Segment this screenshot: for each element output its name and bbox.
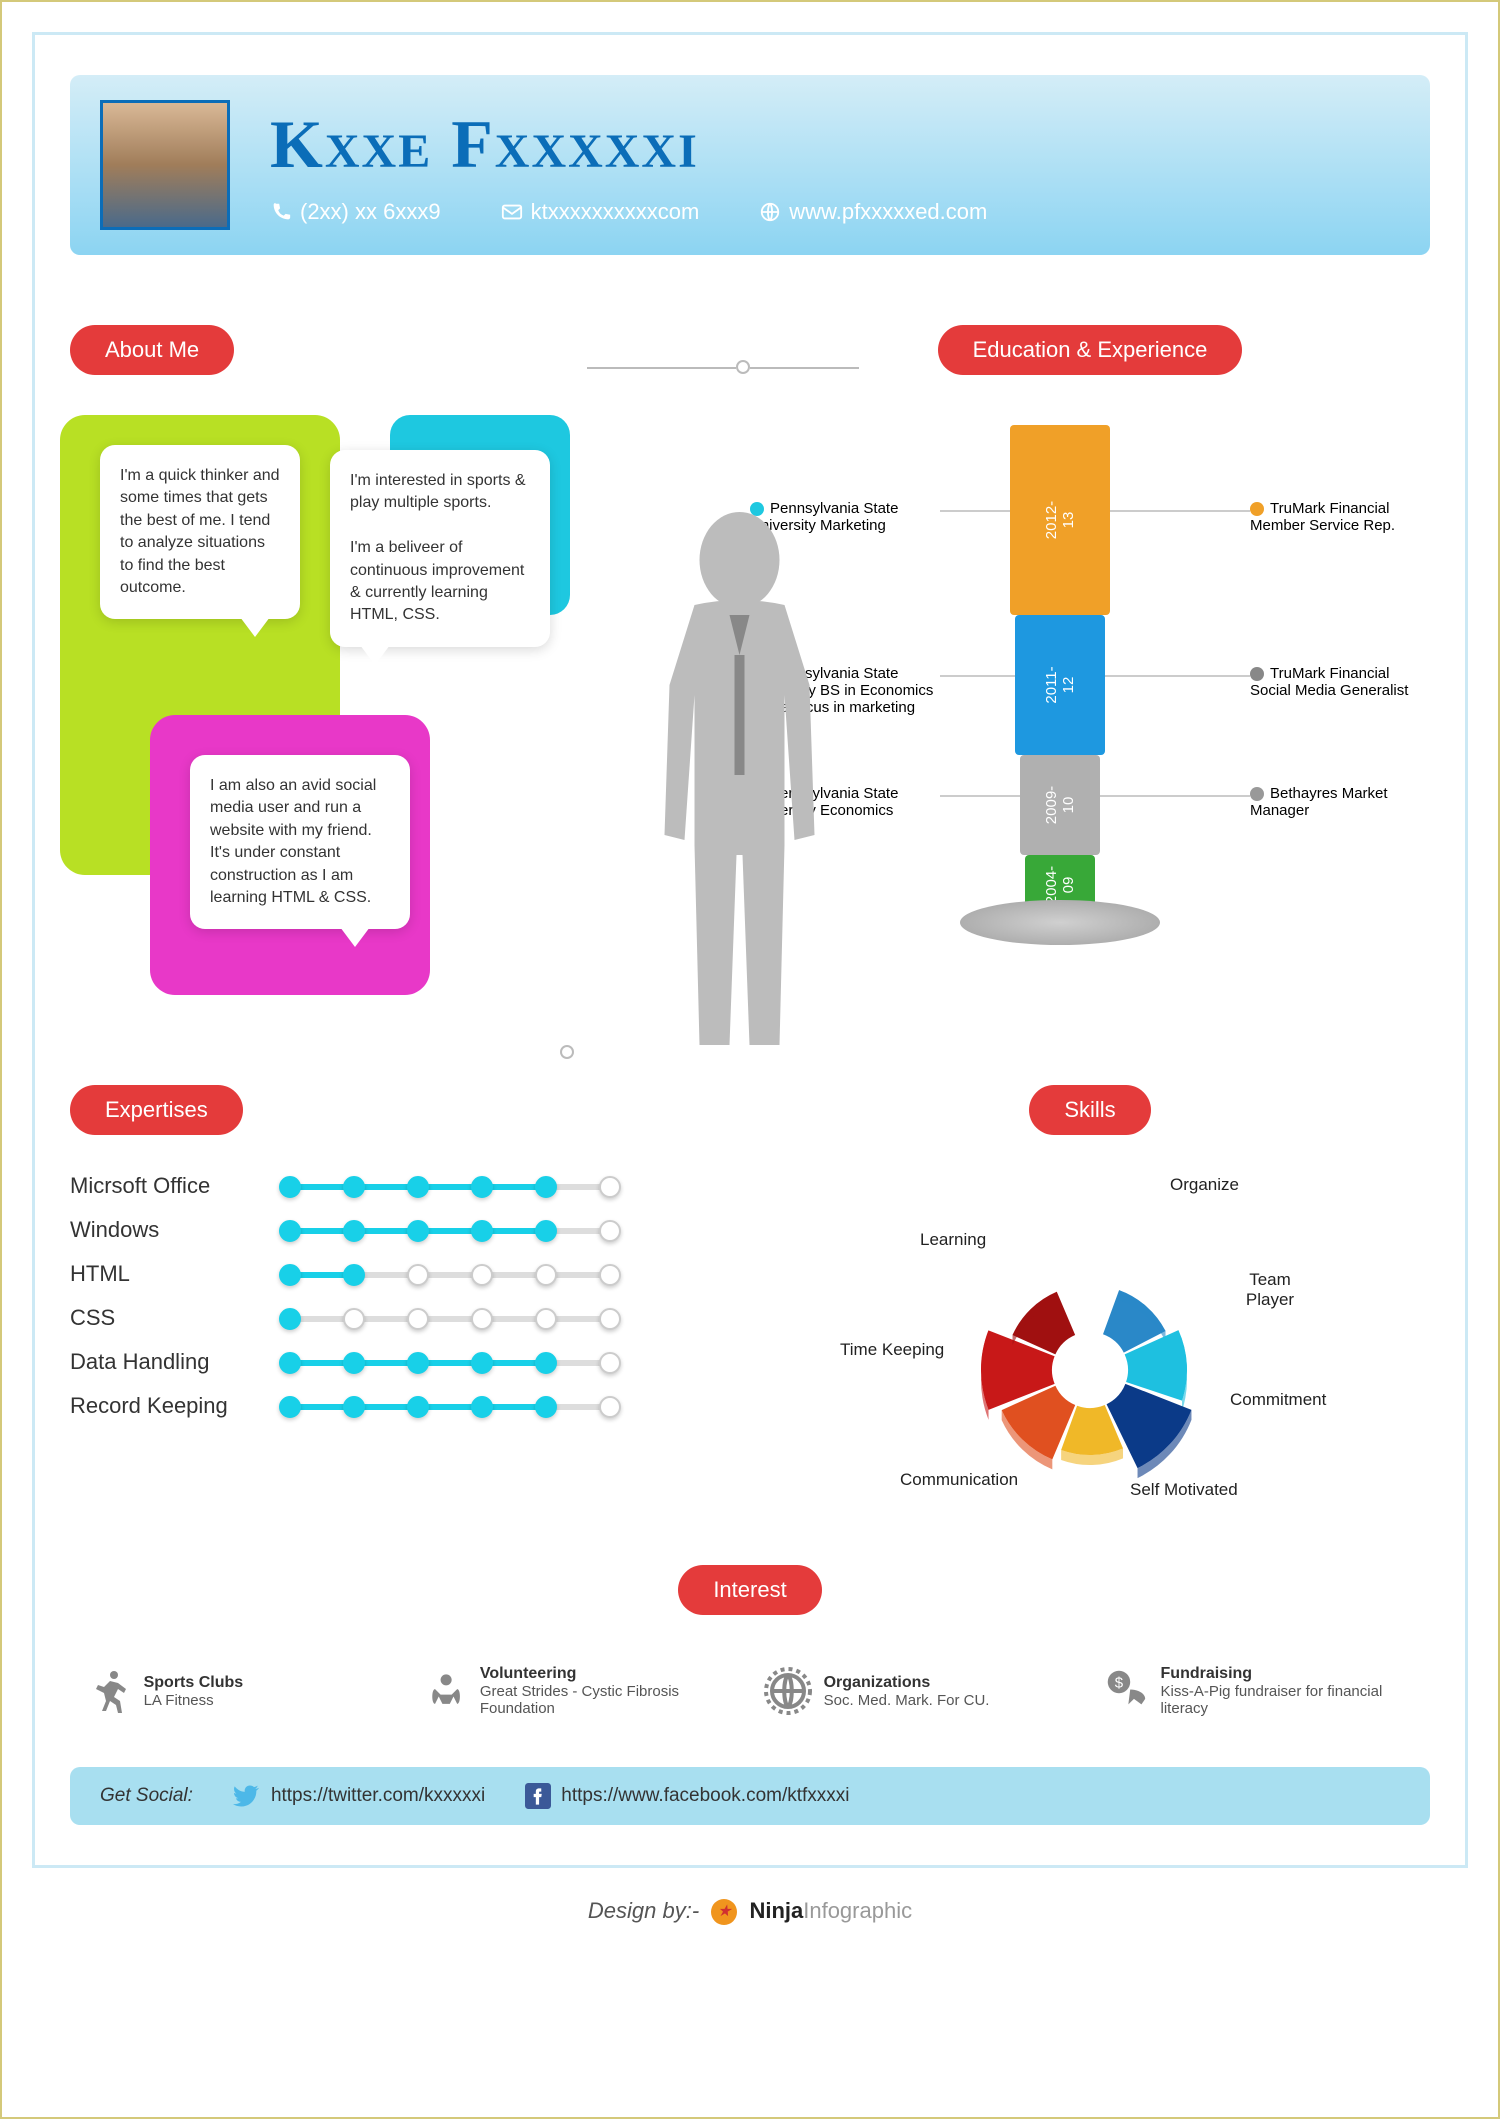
edu-right-label: TruMark Financial Social Media Generalis… <box>1250 665 1430 699</box>
connector-line <box>1100 795 1250 797</box>
man-silhouette <box>635 505 845 1065</box>
person-name: Kxxe Fxxxxxi <box>270 105 1400 184</box>
expertise-row: HTML <box>70 1261 682 1287</box>
edu-segment: 2012-13 <box>1010 425 1110 615</box>
skill-label: Commitment <box>1230 1390 1326 1410</box>
interest-title: Fundraising <box>1161 1665 1417 1683</box>
phone-contact: (2xx) xx 6xxx9 <box>270 199 441 225</box>
runner-icon <box>84 1667 132 1715</box>
website-contact: www.pfxxxxxed.com <box>759 199 987 225</box>
social-bar: Get Social: https://twitter.com/kxxxxxi … <box>70 1767 1430 1825</box>
connector-line <box>750 367 859 369</box>
connector-line <box>1110 510 1250 512</box>
expertise-slider <box>290 1394 682 1418</box>
interest-desc: LA Fitness <box>144 1692 214 1709</box>
about-card-2: I'm interested in sports & play multiple… <box>330 450 550 647</box>
connector-line <box>940 675 1015 677</box>
facebook-icon <box>525 1783 551 1809</box>
email-icon <box>501 201 523 223</box>
expertise-slider <box>290 1306 682 1330</box>
interest-title: Volunteering <box>480 1665 737 1683</box>
expertises-pill: Expertises <box>70 1085 243 1135</box>
profile-photo <box>100 100 230 230</box>
interest-pill: Interest <box>678 1565 821 1615</box>
email-contact: ktxxxxxxxxxxcom <box>501 199 700 225</box>
about-card-1: I'm a quick thinker and some times that … <box>100 445 300 619</box>
interest-desc: Great Strides - Cystic Fibrosis Foundati… <box>480 1683 679 1717</box>
connector-dot <box>560 1045 574 1059</box>
design-credit: Design by:- ★ NinjaInfographic <box>32 1898 1468 1925</box>
expertise-row: Windows <box>70 1217 682 1243</box>
tower-pedestal <box>960 900 1160 945</box>
edu-right-label: TruMark Financial Member Service Rep. <box>1250 500 1430 534</box>
hands-icon <box>424 1667 468 1715</box>
expertise-label: CSS <box>70 1305 270 1331</box>
expertise-slider <box>290 1350 682 1374</box>
edu-segment: 2011-12 <box>1015 615 1105 755</box>
connector-line <box>940 510 1010 512</box>
skill-label: Self Motivated <box>1130 1480 1238 1500</box>
expertise-slider <box>290 1174 682 1198</box>
header-banner: Kxxe Fxxxxxi (2xx) xx 6xxx9 ktxxxxxxxxxx… <box>70 75 1430 255</box>
edu-year: 2004-09 <box>1043 866 1077 904</box>
facebook-link[interactable]: https://www.facebook.com/ktfxxxxi <box>525 1783 849 1809</box>
expertise-label: HTML <box>70 1261 270 1287</box>
star-icon: ★ <box>711 1899 737 1925</box>
skill-label: Learning <box>920 1230 986 1250</box>
edu-year: 2009-10 <box>1043 785 1077 825</box>
expertise-row: Record Keeping <box>70 1393 682 1419</box>
expertise-label: Data Handling <box>70 1349 270 1375</box>
money-icon: $ <box>1104 1667 1149 1715</box>
expertise-row: Data Handling <box>70 1349 682 1375</box>
interest-item: OrganizationsSoc. Med. Mark. For CU. <box>764 1665 1077 1717</box>
phone-icon <box>270 201 292 223</box>
globe-icon <box>759 201 781 223</box>
expertise-slider <box>290 1262 682 1286</box>
edu-year: 2012-13 <box>1043 495 1077 545</box>
expertise-slider <box>290 1218 682 1242</box>
expertise-row: Micrsoft Office <box>70 1173 682 1199</box>
edu-year: 2011-12 <box>1043 663 1077 708</box>
expertise-label: Micrsoft Office <box>70 1173 270 1199</box>
twitter-icon <box>233 1782 261 1810</box>
skill-label: Organize <box>1170 1175 1239 1195</box>
interest-desc: Soc. Med. Mark. For CU. <box>824 1692 990 1709</box>
connector-line <box>587 367 737 369</box>
skills-pill: Skills <box>1029 1085 1150 1135</box>
expertise-row: CSS <box>70 1305 682 1331</box>
expertise-label: Record Keeping <box>70 1393 270 1419</box>
skill-label: Communication <box>900 1470 1018 1490</box>
globe-icon <box>764 1667 812 1715</box>
interest-item: VolunteeringGreat Strides - Cystic Fibro… <box>424 1665 737 1717</box>
skill-label: Team Player <box>1240 1270 1300 1310</box>
interest-desc: Kiss-A-Pig fundraiser for financial lite… <box>1161 1683 1383 1717</box>
education-pill: Education & Experience <box>938 325 1243 375</box>
about-card-3: I am also an avid social media user and … <box>190 755 410 929</box>
social-label: Get Social: <box>100 1785 193 1807</box>
edu-segment: 2009-10 <box>1020 755 1100 855</box>
interest-item: $ FundraisingKiss-A-Pig fundraiser for f… <box>1104 1665 1417 1717</box>
skill-label: Time Keeping <box>840 1340 944 1360</box>
interest-item: Sports ClubsLA Fitness <box>84 1665 397 1717</box>
twitter-link[interactable]: https://twitter.com/kxxxxxi <box>233 1782 485 1810</box>
about-pill: About Me <box>70 325 234 375</box>
edu-right-label: Bethayres Market Manager <box>1250 785 1430 819</box>
interest-title: Organizations <box>824 1674 990 1692</box>
interest-title: Sports Clubs <box>144 1674 244 1692</box>
expertise-label: Windows <box>70 1217 270 1243</box>
svg-text:$: $ <box>1114 1675 1123 1692</box>
connector-line <box>1105 675 1250 677</box>
connector-line <box>940 795 1020 797</box>
